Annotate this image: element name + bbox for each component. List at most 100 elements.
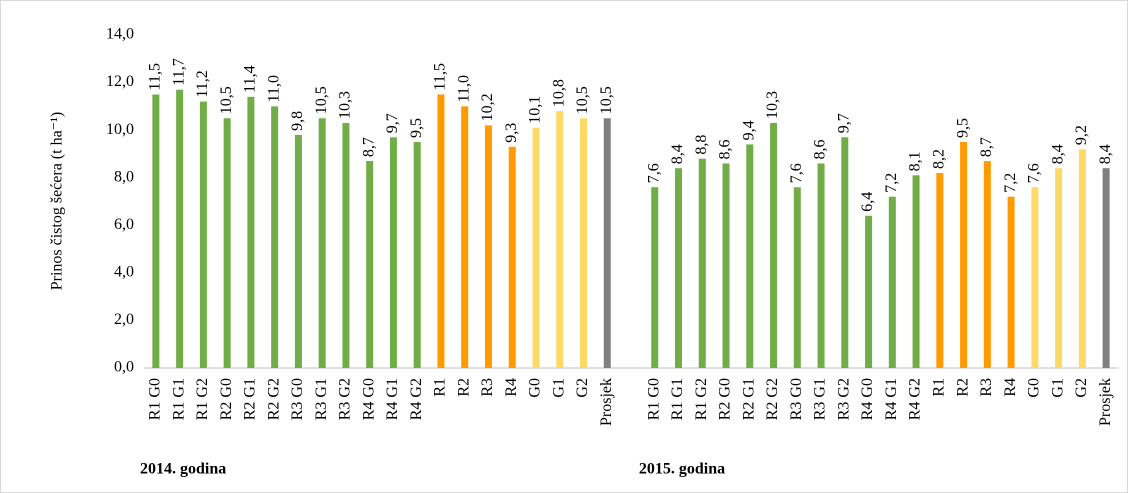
bar [389,137,397,368]
x-tick-label: Prosjek [598,378,615,426]
bar [912,175,920,368]
x-tick-label: R1 G0 [147,378,164,420]
x-tick-label: G0 [527,378,544,398]
bar [817,163,825,368]
value-label: 8,8 [693,135,710,155]
value-label: 8,1 [907,151,924,171]
y-tick-label: 4,0 [114,264,134,281]
bar [746,144,754,368]
bar [579,118,587,368]
group-label: 2014. godina [140,461,226,478]
value-label: 9,4 [740,120,757,140]
value-label: 10,3 [337,91,354,119]
x-tick-label: R3 G2 [337,378,354,420]
value-label: 11,5 [432,63,449,90]
x-tick-label: R4 G2 [408,378,425,420]
bar [1078,149,1086,368]
value-label: 10,8 [550,79,567,107]
value-label: 8,4 [1097,144,1114,164]
value-label: 11,5 [147,63,164,90]
x-tick-label: G2 [1073,378,1090,398]
x-tick-label: R3 G0 [289,378,306,420]
value-label: 7,2 [883,173,900,193]
value-label: 8,4 [669,144,686,164]
bar [484,125,492,368]
x-tick-label: Prosjek [1097,378,1114,426]
value-label: 8,2 [931,149,948,169]
bar [675,168,683,368]
value-label: 10,5 [598,86,615,114]
bar [318,118,326,368]
x-tick-label: R4 G2 [907,378,924,420]
value-label: 8,6 [812,139,829,159]
group-label: 2015. godina [639,461,725,478]
bar [152,94,160,368]
x-tick-label: R3 G0 [788,378,805,420]
value-label: 11,7 [170,58,187,85]
y-axis-label: Prinos čistog šećera (t ha⁻¹) [49,112,66,291]
bar [199,101,207,368]
y-tick-label: 8,0 [114,168,134,185]
value-label: 8,6 [717,139,734,159]
bar [1031,187,1039,368]
value-label: 8,4 [1049,144,1066,164]
value-label: 10,5 [574,86,591,114]
x-tick-label: R4 [1002,378,1019,397]
bar [841,137,849,368]
bar [342,123,350,368]
value-label: 11,4 [242,65,259,92]
x-tick-label: R3 G1 [812,378,829,420]
x-tick-label: R3 G1 [313,378,330,420]
bar [1007,196,1015,368]
bar [936,172,944,368]
bar [770,123,778,368]
value-label: 9,5 [408,118,425,138]
x-tick-label: R2 G0 [218,378,235,420]
x-tick-label: G1 [1049,378,1066,398]
x-tick-label: R1 [432,378,449,397]
value-label: 9,2 [1073,125,1090,145]
value-label: 9,5 [954,118,971,138]
bar [461,106,469,368]
x-tick-label: R4 G0 [859,378,876,420]
bar [1055,168,1063,368]
value-label: 10,3 [764,91,781,119]
bar [437,94,445,368]
bar [271,106,279,368]
value-label: 11,0 [265,75,282,102]
x-tick-label: R2 G1 [242,378,259,420]
bar [722,163,730,368]
x-tick-label: R2 G0 [717,378,734,420]
x-tick-label: R3 G2 [835,378,852,420]
value-label: 7,6 [788,163,805,183]
x-tick-label: R1 G0 [645,378,662,420]
value-label: 7,6 [645,163,662,183]
x-tick-label: G2 [574,378,591,398]
bar [176,89,184,368]
y-tick-label: 10,0 [106,121,134,138]
x-tick-label: R2 G2 [265,378,282,420]
bar [983,161,991,368]
x-tick-label: R2 G1 [740,378,757,420]
bar [651,187,659,368]
y-tick-label: 0,0 [114,359,134,376]
value-label: 9,8 [289,111,306,131]
value-label: 10,1 [527,96,544,124]
x-tick-label: R4 G1 [883,378,900,420]
value-label: 7,2 [1002,173,1019,193]
x-tick-label: R1 G1 [669,378,686,420]
x-tick-label: R3 [978,378,995,397]
bar [698,158,706,368]
x-tick-label: R4 [503,378,520,397]
bar [413,142,421,368]
y-tick-label: 6,0 [114,216,134,233]
y-tick-label: 14,0 [106,26,134,43]
x-tick-label: R1 G2 [194,378,211,420]
bar [888,196,896,368]
bar [532,127,540,368]
x-tick-label: R3 [479,378,496,397]
value-label: 8,7 [978,137,995,157]
bar [508,146,516,368]
x-tick-label: R4 G1 [384,378,401,420]
